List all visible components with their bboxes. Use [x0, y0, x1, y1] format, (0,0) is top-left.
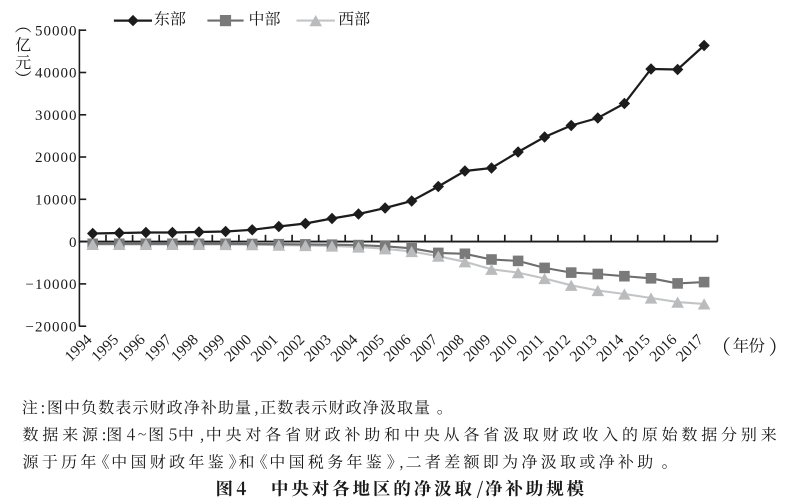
- svg-text:−20000: −20000: [26, 319, 78, 335]
- svg-text:−10000: −10000: [26, 277, 78, 293]
- svg-text:50000: 50000: [35, 23, 78, 39]
- svg-text:30000: 30000: [35, 108, 78, 124]
- svg-text:20000: 20000: [35, 150, 78, 166]
- svg-text:10000: 10000: [35, 193, 78, 209]
- svg-text:40000: 40000: [35, 66, 78, 82]
- svg-text:0: 0: [69, 235, 78, 251]
